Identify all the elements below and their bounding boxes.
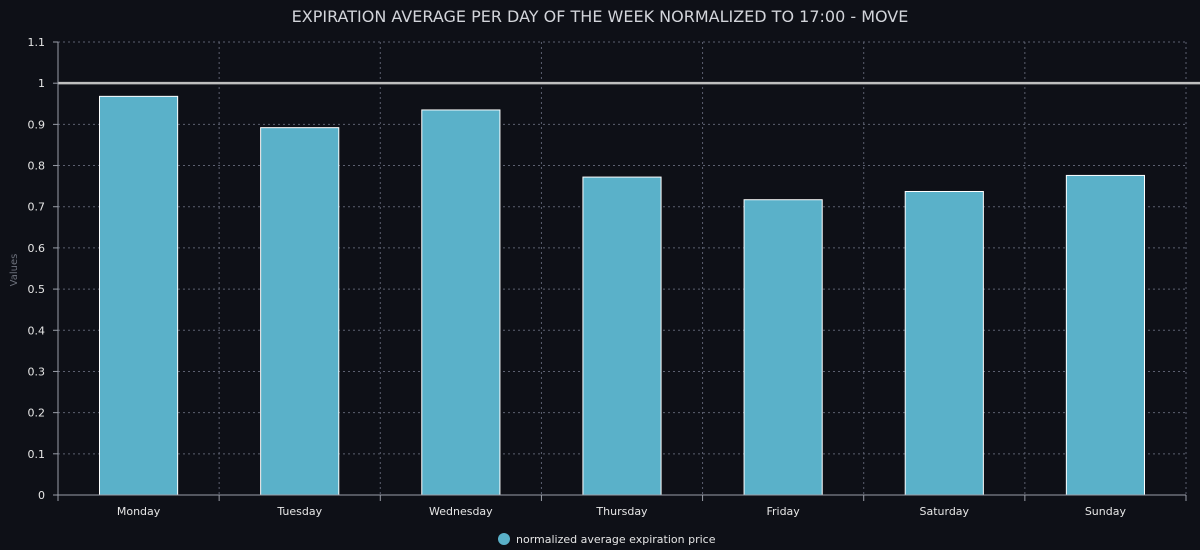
bar-sunday[interactable] <box>1065 174 1146 496</box>
y-tick-label: 1 <box>38 77 45 90</box>
y-tick-label: 0.2 <box>28 407 46 420</box>
y-tick-label: 1.1 <box>28 36 46 49</box>
bars-layer <box>98 95 1146 496</box>
y-tick-label: 0 <box>38 489 45 502</box>
legend[interactable]: normalized average expiration price <box>498 533 716 546</box>
x-axis: Monday Tuesday Wednesday Thursday Friday Satu… <box>57 494 1187 518</box>
y-tick-label: 0.5 <box>28 283 46 296</box>
bar-wednesday[interactable] <box>421 109 501 496</box>
y-axis-title: Values <box>9 254 20 287</box>
bar-thursday[interactable] <box>582 176 662 496</box>
y-tick-label: 0.7 <box>28 201 46 214</box>
x-tick-label: Sunday <box>1085 505 1127 518</box>
y-tick-label: 0.6 <box>28 242 46 255</box>
x-tick-label: Tuesday <box>276 505 322 518</box>
y-axis: 0 0.1 0.2 0.3 0.4 0.5 0.6 0.7 0.8 0.9 1 1.1 <box>28 36 59 502</box>
bar-friday[interactable] <box>743 199 823 496</box>
bar-tuesday[interactable] <box>260 127 340 496</box>
x-tick-label: Friday <box>766 505 800 518</box>
legend-label[interactable]: normalized average expiration price <box>516 533 716 546</box>
y-tick-label: 0.3 <box>28 365 46 378</box>
grid-layer <box>58 41 1200 496</box>
x-tick-label: Monday <box>117 505 161 518</box>
bar-monday[interactable] <box>98 95 179 496</box>
x-tick-label: Saturday <box>919 505 969 518</box>
y-tick-label: 0.1 <box>28 448 46 461</box>
chart-title: EXPIRATION AVERAGE PER DAY OF THE WEEK N… <box>292 7 909 26</box>
y-tick-label: 0.9 <box>28 118 46 131</box>
legend-swatch[interactable] <box>498 533 510 545</box>
y-tick-label: 0.4 <box>28 324 46 337</box>
y-tick-label: 0.8 <box>28 160 46 173</box>
x-tick-label: Thursday <box>595 505 648 518</box>
x-tick-label: Wednesday <box>429 505 493 518</box>
bar-saturday[interactable] <box>904 190 984 496</box>
